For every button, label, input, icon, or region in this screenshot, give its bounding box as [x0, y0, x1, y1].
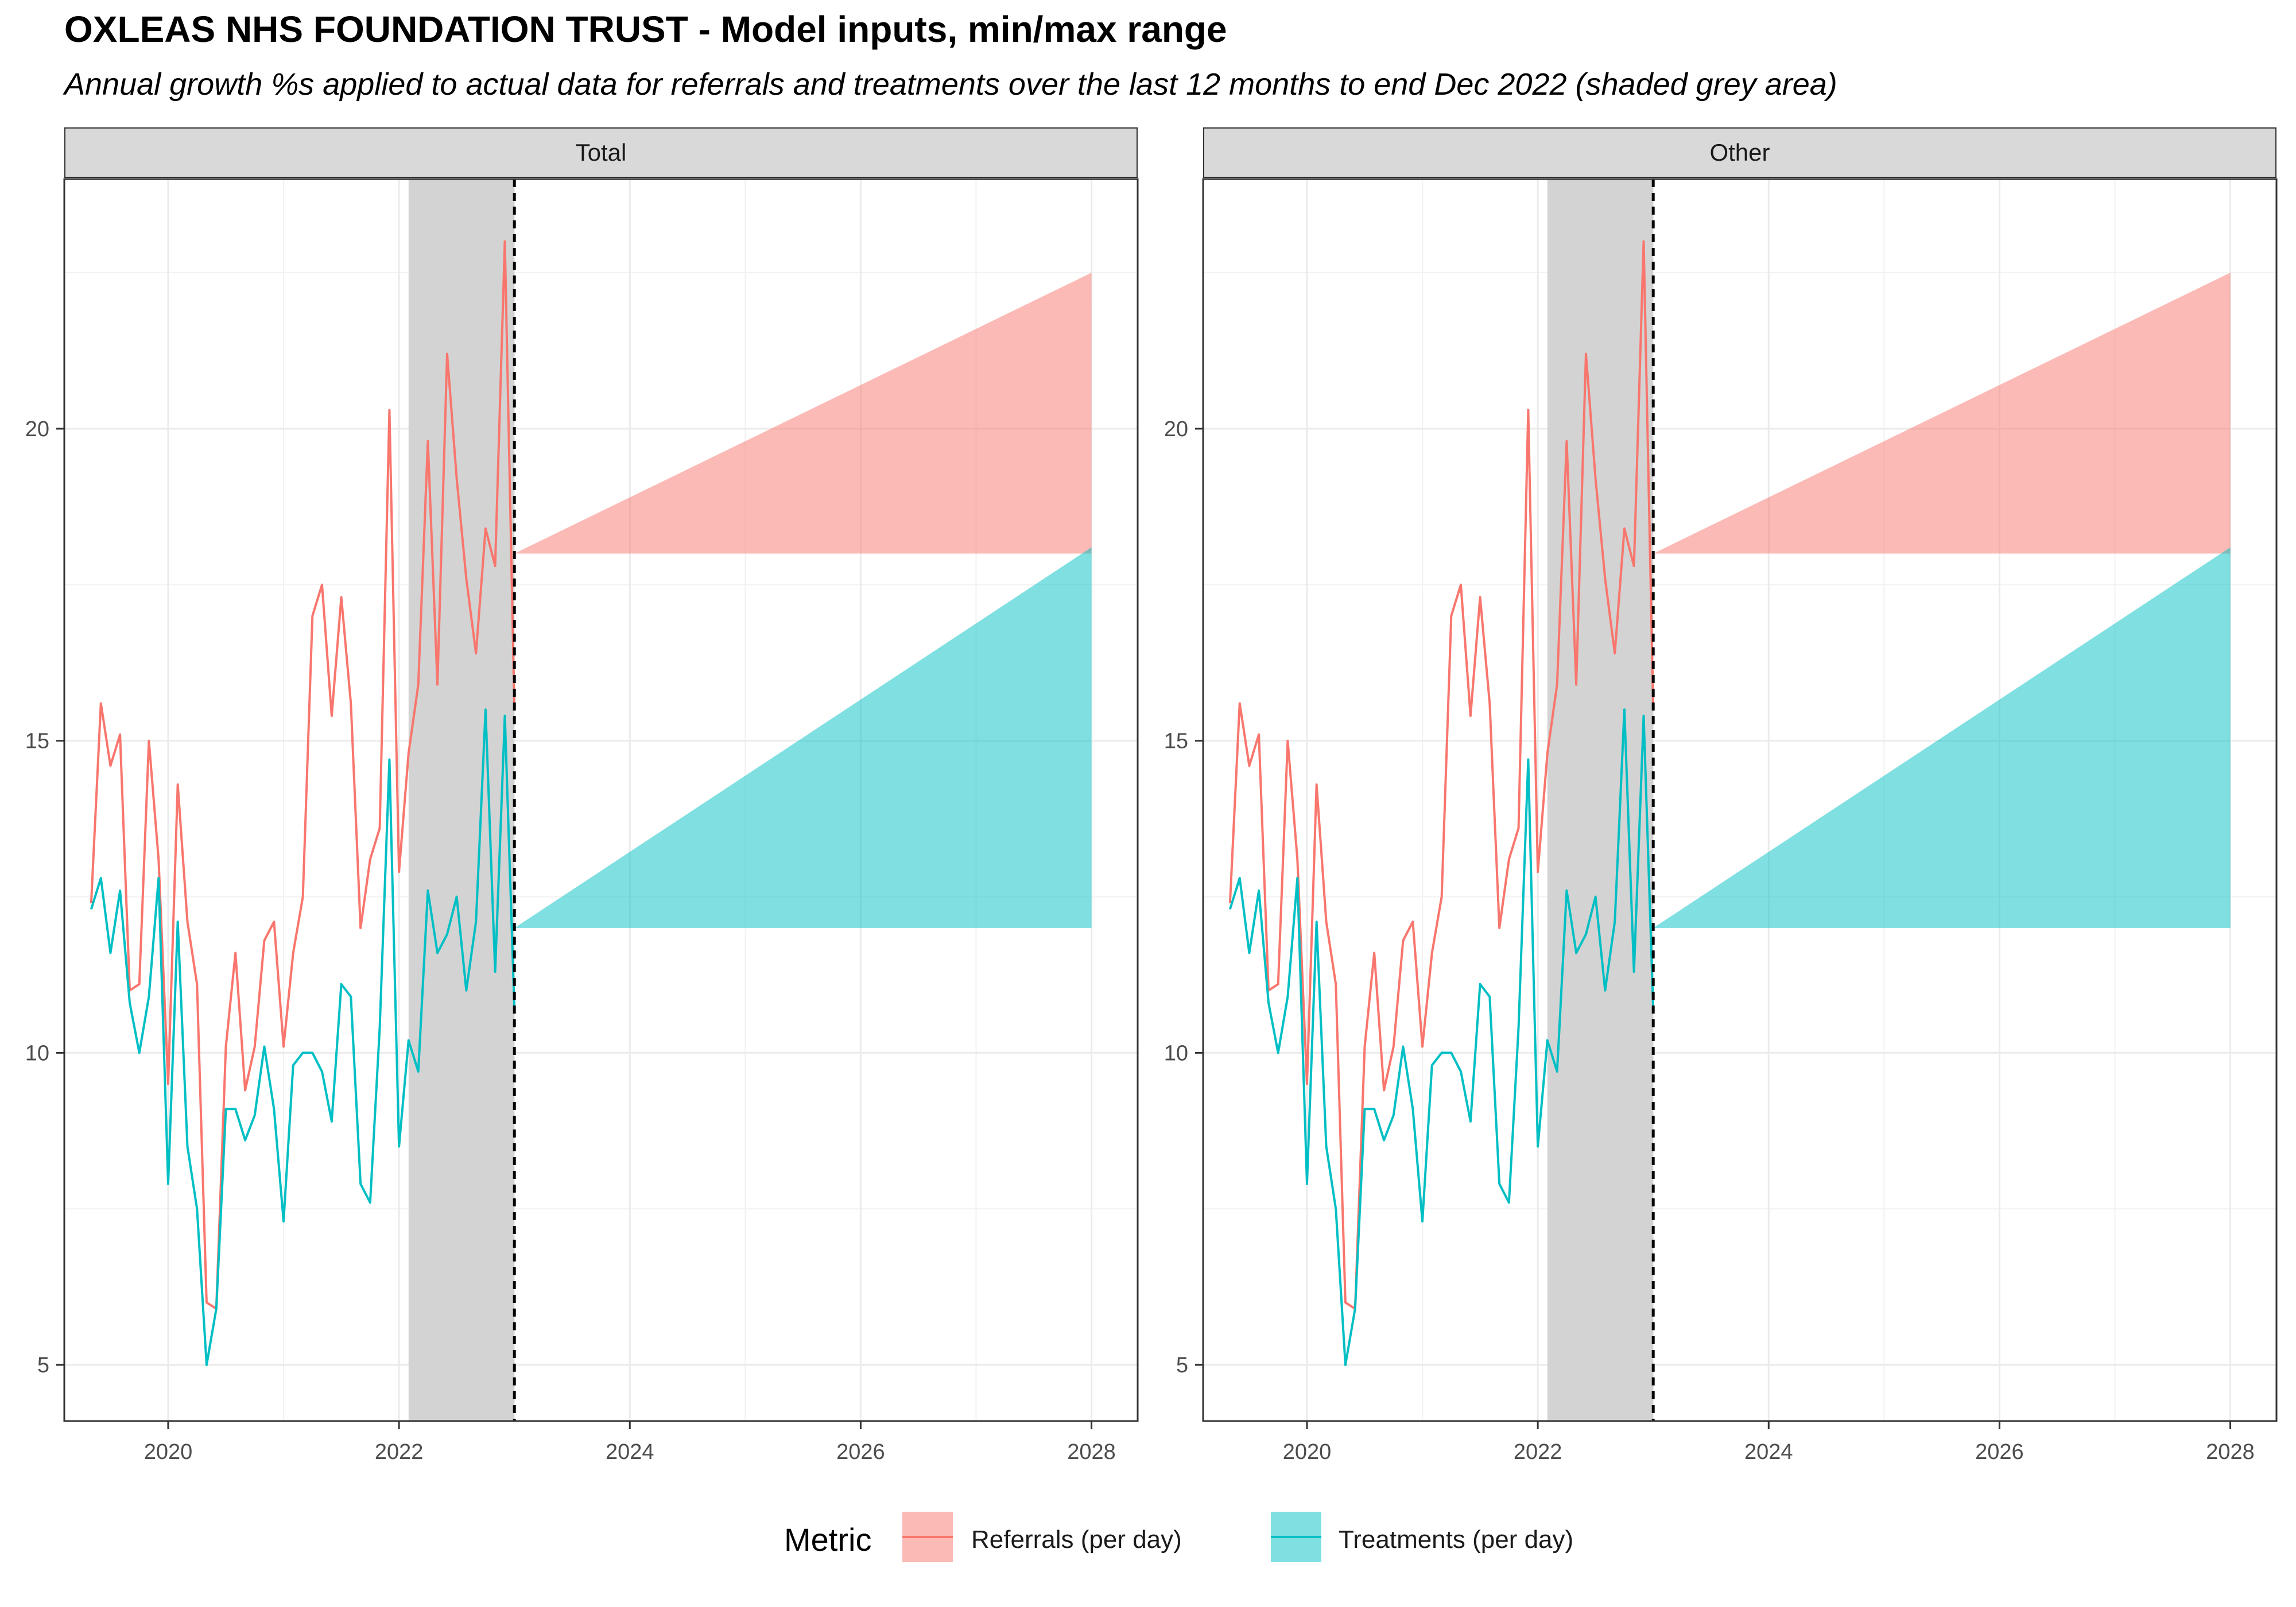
- y-tick-label: 20: [1164, 417, 1188, 441]
- x-tick-label: 2022: [1514, 1440, 1562, 1464]
- x-tick-label: 2028: [2206, 1440, 2255, 1464]
- series-line-referrals: [1228, 240, 1655, 1310]
- y-tick-label: 10: [25, 1041, 49, 1065]
- y-tick-label: 20: [25, 417, 49, 441]
- y-tick-label: 10: [1164, 1041, 1188, 1065]
- x-tick-label: 2020: [1283, 1440, 1332, 1464]
- x-tick-label: 2028: [1067, 1440, 1116, 1464]
- x-tick-label: 2024: [606, 1440, 654, 1464]
- plot-area-other: 2020 2022 2024 2026 2028 5 10 15 20: [1164, 178, 2278, 1464]
- series-line-referrals: [90, 240, 516, 1310]
- projection-range-referrals: [1653, 273, 2231, 554]
- y-tick-label: 15: [25, 729, 49, 754]
- facet-panel-total: Total 2020 2022 2024 2026 2028 5 10 15 20: [25, 127, 1139, 1464]
- chart-subtitle: Annual growth %s applied to actual data …: [64, 67, 1837, 102]
- projection-range-treatments: [1653, 547, 2231, 928]
- facet-panel-other: Other 2020 2022 2024 2026 2028 5 10 15 20: [1164, 127, 2278, 1464]
- legend-title: Metric: [784, 1521, 872, 1558]
- legend-key-treatments: [1271, 1512, 1321, 1562]
- facet-label-other: Other: [1709, 139, 1770, 166]
- x-tick-label: 2026: [1975, 1440, 2024, 1464]
- series-line-treatments: [1228, 708, 1655, 1367]
- y-tick-label: 5: [37, 1353, 49, 1377]
- x-tick-label: 2020: [144, 1440, 193, 1464]
- shaded-period: [1547, 179, 1654, 1421]
- plot-area-total: 2020 2022 2024 2026 2028 5 10 15 20: [25, 178, 1139, 1464]
- legend-label-referrals: Referrals (per day): [971, 1526, 1182, 1554]
- x-tick-label: 2022: [375, 1440, 424, 1464]
- legend-label-treatments: Treatments (per day): [1339, 1526, 1574, 1554]
- facet-strip-other: Other: [1203, 127, 2276, 178]
- facet-label-total: Total: [575, 139, 627, 166]
- panel-border: [63, 178, 1139, 1422]
- y-tick-label: 5: [1176, 1353, 1188, 1377]
- y-tick-label: 15: [1164, 729, 1188, 754]
- x-tick-label: 2024: [1744, 1440, 1793, 1464]
- series-line-treatments: [90, 708, 516, 1367]
- x-tick-label: 2026: [836, 1440, 885, 1464]
- projection-range-referrals: [514, 273, 1092, 554]
- legend-key-referrals: [902, 1512, 953, 1562]
- facet-strip-total: Total: [64, 127, 1138, 178]
- shaded-period: [408, 179, 515, 1421]
- projection-range-treatments: [514, 547, 1092, 928]
- chart-title: OXLEAS NHS FOUNDATION TRUST - Model inpu…: [64, 9, 1227, 50]
- panel-border: [1202, 178, 2278, 1422]
